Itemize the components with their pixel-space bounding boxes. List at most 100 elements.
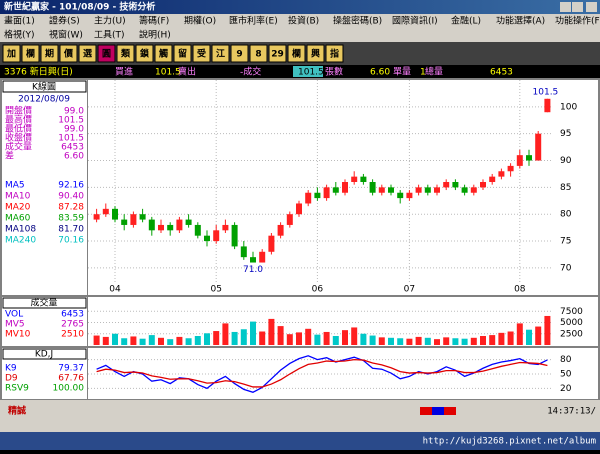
menu-item[interactable]: 視窗(W): [49, 29, 83, 41]
toolbar-button[interactable]: [249, 44, 268, 63]
info-title-box: [2, 80, 87, 93]
volume-bar: [250, 321, 256, 345]
toolbar-button[interactable]: [211, 44, 230, 63]
legend-label: D9: [5, 374, 18, 384]
candle-body: [323, 187, 330, 199]
toolbar-button[interactable]: [325, 44, 344, 63]
info-value: 99.0: [64, 107, 84, 117]
menu-item[interactable]: 主力(U): [94, 15, 126, 27]
volume-bar: [112, 333, 118, 345]
legend-label: MV5: [5, 320, 25, 330]
candle-body: [112, 208, 118, 220]
candle-body: [461, 187, 468, 193]
volume-bar: [286, 334, 293, 345]
candle-body: [185, 219, 192, 225]
legend-value: 100.00: [53, 384, 85, 394]
volume-bar: [424, 337, 431, 345]
menu-item[interactable]: 金融(L): [451, 15, 481, 27]
toolbar-label: 圓: [102, 49, 111, 60]
volume-bar: [452, 338, 459, 345]
y-tick-label: 90: [560, 156, 572, 166]
volume-bar: [158, 337, 164, 345]
volume-bar: [461, 338, 468, 345]
toolbar-button[interactable]: [287, 44, 306, 63]
quote-item: 張數: [325, 66, 343, 78]
menu-item[interactable]: 格視(Y): [4, 29, 35, 41]
ma-value: 83.59: [58, 214, 84, 224]
volume-bar: [121, 338, 128, 345]
menu-item[interactable]: 操盤密碼(B): [333, 15, 382, 27]
quote-item: 單量: [393, 67, 411, 78]
volume-bar: [360, 333, 367, 345]
toolbar-button[interactable]: [192, 44, 211, 63]
quote-item: -成交: [240, 66, 261, 78]
toolbar-button[interactable]: [2, 44, 21, 63]
menu-item[interactable]: 畫面(1): [4, 15, 35, 27]
legend-value: 79.37: [58, 364, 84, 374]
volume-bar: [544, 315, 551, 345]
menu-item[interactable]: 證券(S): [49, 15, 80, 27]
panel-title-box: [2, 297, 87, 309]
toolbar-button[interactable]: [59, 44, 78, 63]
quote-item: 101.5: [155, 68, 181, 78]
info-value: 101.5: [58, 134, 84, 144]
menu-item[interactable]: 匯市利率(E): [229, 15, 278, 27]
menu-item[interactable]: 功能操作(F): [555, 15, 600, 27]
toolbar-button[interactable]: [135, 44, 154, 63]
legend-value: 2510: [61, 330, 84, 340]
menu-item[interactable]: 國際資訊(I): [392, 15, 438, 27]
toolbar-button[interactable]: [40, 44, 59, 63]
candle-body: [369, 182, 376, 193]
volume-bar: [213, 331, 220, 345]
x-tick-label: 06: [312, 285, 324, 295]
candle-body: [259, 251, 266, 263]
toolbar-button[interactable]: [116, 44, 135, 63]
legend-value: 2765: [61, 320, 84, 330]
y-tick-label: 100: [560, 102, 577, 112]
menu-item[interactable]: 說明(H): [139, 29, 171, 41]
toolbar-label: 鎖: [140, 48, 150, 60]
volume-bar: [139, 338, 146, 345]
ma-label: MA240: [5, 236, 36, 246]
candle-body: [240, 246, 247, 258]
menu-item[interactable]: 功能選擇(A): [496, 15, 545, 27]
kd-line: [96, 355, 548, 393]
taskbar: [0, 432, 600, 450]
info-title: K線圖: [32, 81, 56, 93]
candle-body: [296, 203, 302, 215]
x-tick-label: 04: [109, 285, 121, 295]
menu-item[interactable]: 期權(O): [184, 15, 216, 27]
window-buttons[interactable]: [560, 2, 597, 12]
volume-bar: [480, 336, 486, 345]
info-panel: [2, 80, 87, 295]
volume-bar: [351, 327, 358, 345]
toolbar-button[interactable]: [173, 44, 192, 63]
volume-bar: [498, 332, 505, 345]
toolbar-button[interactable]: [230, 44, 249, 63]
toolbar-button[interactable]: [78, 44, 97, 63]
volume-bar: [268, 318, 275, 345]
toolbar-button[interactable]: [154, 44, 173, 63]
toolbar-label: 9: [236, 50, 242, 60]
volume-bar: [526, 329, 532, 345]
ma-label: MA20: [5, 203, 31, 213]
ma-label: MA60: [5, 214, 31, 224]
menu-item[interactable]: 投資(B): [288, 15, 319, 27]
toolbar-button[interactable]: [21, 44, 40, 63]
menu-item[interactable]: 工具(T): [94, 30, 125, 41]
volume-bar: [130, 336, 137, 345]
candle-body: [222, 224, 229, 231]
volume-bar: [470, 337, 477, 345]
toolbar-button[interactable]: [97, 44, 116, 63]
volume-bar: [415, 336, 422, 345]
menu-item[interactable]: 籌碼(F): [139, 15, 169, 27]
toolbar-label: 江: [216, 48, 225, 60]
toolbar-button[interactable]: [268, 44, 287, 63]
volume-bar: [240, 329, 247, 345]
volume-bar: [194, 336, 201, 345]
candle-body: [480, 182, 486, 188]
toolbar-button[interactable]: [306, 44, 325, 63]
ma-label: MA10: [5, 192, 31, 202]
candle-body: [360, 176, 367, 182]
info-label: 差: [5, 150, 14, 162]
